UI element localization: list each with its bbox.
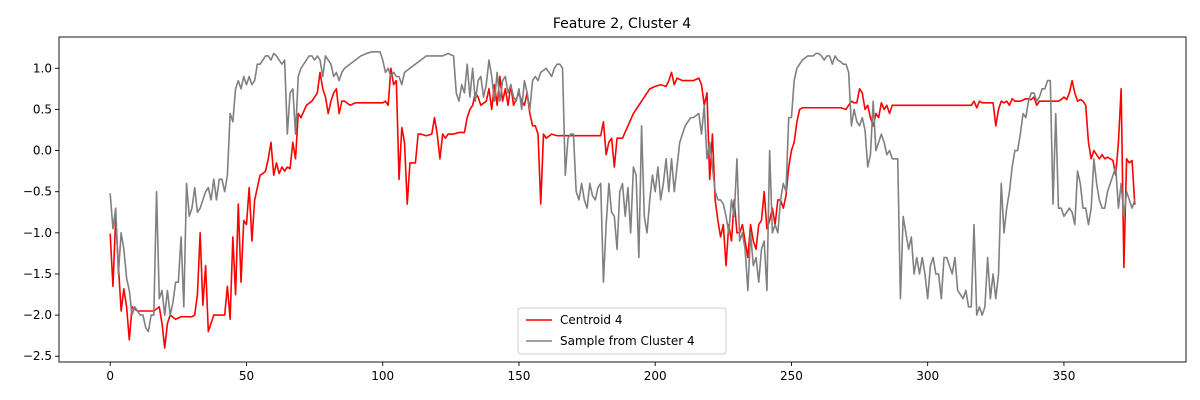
legend: Centroid 4 Sample from Cluster 4 <box>517 307 727 355</box>
legend-box <box>517 307 727 355</box>
axes-frame <box>58 36 1187 363</box>
series-line-1 <box>109 67 1136 349</box>
x-tick-label: 150 <box>508 369 531 383</box>
y-tick-label: 0.0 <box>33 144 52 158</box>
y-tick-label: −1.5 <box>23 267 52 281</box>
x-tick-label: 50 <box>239 369 254 383</box>
axes: 0 50 100 150 200 250 300 350 −2.5 −2.0 −1.5 −1.0 −0.… <box>23 36 1187 383</box>
legend-label-1: Centroid 4 <box>560 313 622 327</box>
plot-area <box>109 51 1136 349</box>
y-tick-label: −2.0 <box>23 308 52 322</box>
x-tick-label: 0 <box>106 369 114 383</box>
y-tick-label: −2.5 <box>23 349 52 363</box>
legend-label-2: Sample from Cluster 4 <box>560 334 695 348</box>
x-tick-label: 200 <box>644 369 667 383</box>
x-tick-label: 350 <box>1052 369 1075 383</box>
x-tick-label: 300 <box>916 369 939 383</box>
series-line-2 <box>109 51 1136 333</box>
chart-title: Feature 2, Cluster 4 <box>553 16 691 32</box>
y-tick-label: 0.5 <box>33 102 52 116</box>
x-tick-label: 250 <box>780 369 803 383</box>
y-tick-label: −1.0 <box>23 226 52 240</box>
x-tick-label: 100 <box>371 369 394 383</box>
y-tick-label: −0.5 <box>23 185 52 199</box>
y-tick-label: 1.0 <box>33 61 52 75</box>
